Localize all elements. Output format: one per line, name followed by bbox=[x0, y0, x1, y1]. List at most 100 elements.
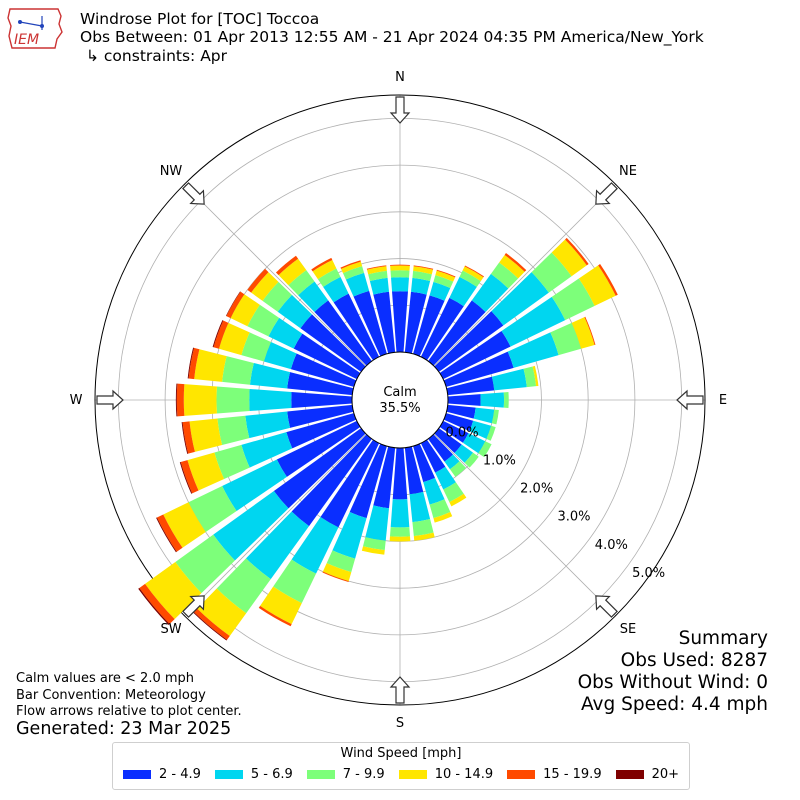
windrose-bar bbox=[462, 266, 484, 282]
windrose-bar bbox=[429, 499, 451, 519]
generated-date: Generated: 23 Mar 2025 bbox=[16, 719, 232, 739]
windrose-bar bbox=[353, 290, 387, 357]
windrose-bar bbox=[189, 418, 223, 452]
windrose-bar bbox=[367, 266, 387, 275]
windrose-bar bbox=[175, 383, 178, 417]
flow-arrow-icon bbox=[389, 676, 411, 704]
radial-tick-label: 0.0% bbox=[446, 425, 479, 440]
windrose-bar bbox=[434, 428, 462, 454]
windrose-bar bbox=[392, 291, 408, 353]
windrose-bar bbox=[187, 347, 195, 379]
iowa-outline-icon bbox=[7, 8, 63, 49]
windrose-bar bbox=[584, 316, 596, 345]
windrose-bar bbox=[449, 493, 467, 507]
windrose-bar bbox=[183, 384, 217, 416]
legend-item: 15 - 19.9 bbox=[507, 767, 602, 782]
flow-arrow-icon bbox=[182, 182, 205, 205]
windrose-bar bbox=[213, 320, 229, 349]
flow-arrow-shape bbox=[595, 595, 618, 618]
flow-arrow-icon bbox=[96, 389, 124, 411]
windrose-bar bbox=[413, 266, 433, 275]
windrose-bar bbox=[503, 392, 509, 408]
windrose-bar bbox=[410, 277, 431, 295]
windrose-bar bbox=[447, 394, 481, 406]
windrose-bar bbox=[413, 295, 445, 357]
compass-label-sw: SW bbox=[160, 622, 181, 637]
windrose-bar bbox=[312, 260, 337, 280]
windrose-bar bbox=[193, 611, 228, 641]
windrose-bar bbox=[214, 444, 250, 480]
windrose-bar bbox=[413, 443, 435, 483]
legend-label: 5 - 6.9 bbox=[250, 767, 293, 782]
calm-value: 35.5% bbox=[379, 401, 420, 416]
windrose-bar bbox=[433, 275, 454, 289]
windrose-bar bbox=[225, 291, 241, 317]
calm-circle bbox=[351, 351, 449, 449]
windrose-bar bbox=[251, 272, 279, 301]
windrose-bar bbox=[194, 349, 227, 382]
windrose-bar bbox=[413, 265, 434, 270]
windrose-bar bbox=[390, 265, 410, 271]
windrose-bar bbox=[446, 376, 495, 396]
windrose-bar bbox=[197, 588, 247, 637]
windrose-bar bbox=[188, 485, 237, 533]
flow-arrow-shape bbox=[389, 676, 411, 704]
grid-spoke bbox=[433, 184, 616, 367]
windrose-bar bbox=[532, 365, 539, 387]
windrose-bar bbox=[473, 407, 495, 424]
windrose-bar bbox=[156, 514, 183, 552]
compass-label-ne: NE bbox=[619, 164, 637, 179]
outer-ring bbox=[94, 94, 706, 706]
windrose-bar bbox=[222, 356, 254, 385]
windrose-bar bbox=[180, 460, 199, 494]
windrose-bar bbox=[326, 550, 356, 573]
windrose-bar bbox=[263, 342, 297, 370]
windrose-bar bbox=[277, 294, 312, 329]
legend-item: 7 - 9.9 bbox=[306, 767, 385, 782]
windrose-bar bbox=[366, 265, 387, 270]
legend-swatch bbox=[214, 770, 243, 779]
windrose-bar bbox=[241, 432, 293, 468]
radial-tick-label: 2.0% bbox=[520, 482, 553, 497]
calm-note: Calm values are < 2.0 mph bbox=[16, 671, 195, 686]
grid-spoke bbox=[433, 433, 616, 616]
legend-label: 20+ bbox=[651, 767, 680, 782]
windrose-bar bbox=[571, 317, 595, 349]
flow-arrow-shape bbox=[676, 389, 704, 411]
iem-logo: IEM bbox=[7, 8, 63, 49]
windrose-bar bbox=[436, 269, 456, 278]
radial-tick-label: 5.0% bbox=[632, 566, 665, 581]
windrose-bar bbox=[216, 386, 250, 414]
windrose-bar bbox=[291, 392, 353, 408]
flow-arrow-shape bbox=[182, 595, 205, 618]
windrose-bar bbox=[501, 296, 566, 347]
windrose-bar bbox=[273, 559, 317, 604]
windrose-bar bbox=[491, 368, 527, 391]
obs-without-wind: Obs Without Wind: 0 bbox=[577, 672, 768, 693]
flow-arrow-icon bbox=[389, 96, 411, 124]
windrose-bar bbox=[188, 347, 200, 380]
avg-speed: Avg Speed: 4.4 mph bbox=[580, 694, 768, 715]
flow-arrow-shape bbox=[96, 389, 124, 411]
obs-used: Obs Used: 8287 bbox=[620, 650, 768, 671]
legend-item: 2 - 4.9 bbox=[122, 767, 201, 782]
windrose-bar bbox=[222, 459, 287, 512]
windrose-bar bbox=[286, 413, 357, 449]
windrose-bar bbox=[181, 422, 189, 454]
windrose-bar bbox=[268, 317, 303, 349]
windrose-bar bbox=[449, 461, 467, 477]
windrose-bar bbox=[404, 291, 427, 354]
legend-item: 20+ bbox=[615, 767, 680, 782]
windrose-bar bbox=[247, 268, 269, 293]
windrose-bar bbox=[241, 332, 271, 362]
flow-arrow-shape bbox=[389, 96, 411, 124]
legend-label: 15 - 19.9 bbox=[543, 767, 602, 782]
flow-arrow-icon bbox=[595, 595, 618, 618]
windrose-bar bbox=[469, 420, 492, 439]
windrose-bar bbox=[182, 421, 195, 454]
windrose-bar bbox=[218, 322, 250, 356]
windrose-bar bbox=[322, 563, 352, 582]
windrose-bar bbox=[507, 332, 559, 368]
legend-label: 2 - 4.9 bbox=[158, 767, 201, 782]
windrose-bar bbox=[287, 372, 354, 396]
